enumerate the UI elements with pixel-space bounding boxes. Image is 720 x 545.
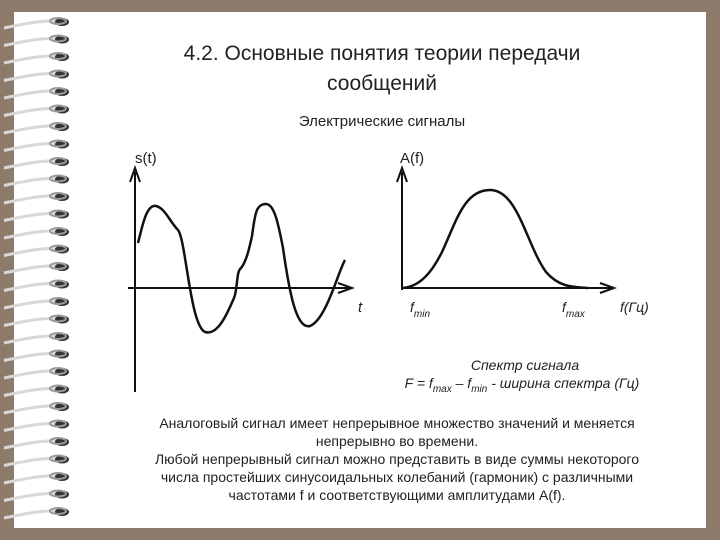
right-plot: [396, 165, 617, 294]
signal-curve: [136, 202, 347, 334]
spiral-wire: [3, 194, 59, 205]
axis-label: A(f): [400, 150, 424, 167]
spiral-ring: [49, 367, 67, 375]
spiral-wire: [3, 456, 59, 467]
spiral-ring: [49, 69, 67, 78]
formula: F = fmax – fmin - ширина спектра (Гц): [405, 375, 640, 395]
paragraph-line: непрерывно во времени.: [316, 433, 478, 449]
axis-label: s(t): [135, 150, 157, 167]
spiral-ring: [49, 174, 67, 183]
f-max-label: fmax: [562, 299, 586, 320]
spiral-wire: [3, 404, 59, 415]
spectrum-curve: [401, 188, 589, 290]
spiral-ring: [49, 104, 67, 113]
label-sub: max: [566, 309, 586, 320]
formula-sub: min: [471, 384, 488, 395]
spiral-wire: [3, 386, 59, 397]
spiral-ring: [49, 437, 67, 445]
spiral-wire: [3, 474, 59, 485]
arrow: [129, 165, 141, 183]
spiral-ring: [49, 17, 67, 25]
spiral-ring: [49, 384, 67, 393]
spiral-ring: [49, 139, 67, 148]
spiral-wire: [3, 369, 59, 380]
spiral-wire: [3, 509, 59, 520]
spiral-wire: [3, 299, 59, 310]
spiral-wire: [3, 351, 59, 362]
axis-label: t: [358, 299, 363, 316]
spiral-wire: [3, 141, 59, 152]
spiral-wire: [3, 334, 59, 345]
spiral-wire: [3, 421, 59, 432]
spiral-wire: [3, 36, 59, 47]
spiral-wire: [3, 246, 59, 257]
slide-body: [14, 12, 706, 528]
spiral-ring: [49, 87, 67, 95]
formula-part: F = f: [405, 375, 435, 391]
formula-part: – f: [452, 375, 474, 391]
spiral-ring: [49, 52, 67, 60]
arrow: [396, 165, 408, 183]
spiral-wire: [3, 491, 59, 502]
paragraph-line: Любой непрерывный сигнал можно представи…: [155, 451, 639, 467]
title-line: 4.2. Основные понятия теории передачи: [184, 42, 581, 65]
spiral-wire: [3, 124, 59, 135]
spiral-ring: [49, 279, 67, 288]
spiral-wire: [3, 19, 59, 30]
spiral-ring: [49, 419, 67, 428]
spiral-wire: [3, 106, 59, 117]
paragraph: Аналоговый сигнал имеет непрерывное множ…: [155, 415, 639, 503]
spiral-wire: [3, 316, 59, 327]
caption: Спектр сигнала: [471, 357, 579, 373]
title-line: сообщений: [327, 72, 437, 95]
spiral-ring: [49, 34, 67, 43]
spiral-ring: [49, 314, 67, 323]
arrow: [599, 282, 617, 294]
spiral-ring: [49, 244, 67, 253]
paragraph-line: частотами f и соответствующими амплитуда…: [229, 487, 566, 503]
spiral-ring: [49, 454, 67, 463]
label-base: f: [562, 299, 568, 315]
spiral-wire: [3, 71, 59, 82]
spiral-wire: [3, 281, 59, 292]
spiral-wire: [3, 159, 59, 170]
spiral-ring: [49, 209, 67, 218]
spiral-wire: [3, 211, 59, 222]
label-base: f: [410, 299, 416, 315]
spiral-ring: [49, 507, 67, 515]
spiral-ring: [49, 402, 67, 410]
spiral-ring: [49, 489, 67, 498]
spiral-wire: [3, 229, 59, 240]
paragraph-line: числа простейших синусоидальных колебани…: [161, 469, 633, 485]
subtitle: Электрические сигналы: [299, 113, 465, 130]
spiral-ring: [49, 157, 67, 165]
spiral-ring: [49, 122, 67, 130]
spiral-ring: [49, 262, 67, 270]
paragraph-line: Аналоговый сигнал имеет непрерывное множ…: [159, 415, 634, 431]
axis-label: f(Гц): [620, 299, 649, 315]
formula-part: - ширина спектра (Гц): [487, 375, 639, 391]
spiral-ring: [49, 349, 67, 358]
spiral-ring: [49, 192, 67, 200]
formula-sub: max: [433, 384, 453, 395]
label-sub: min: [414, 309, 431, 320]
f-min-label: fmin: [410, 299, 430, 320]
arrow: [337, 282, 355, 294]
spiral-wire: [3, 439, 59, 450]
spiral-binding: [3, 17, 69, 520]
spiral-ring: [49, 227, 67, 235]
spiral-wire: [3, 176, 59, 187]
spiral-wire: [3, 264, 59, 275]
spiral-ring: [49, 332, 67, 340]
spiral-ring: [49, 297, 67, 305]
spiral-wire: [3, 54, 59, 65]
spiral-ring: [49, 472, 67, 480]
spiral-wire: [3, 89, 59, 100]
left-plot: [128, 165, 355, 392]
